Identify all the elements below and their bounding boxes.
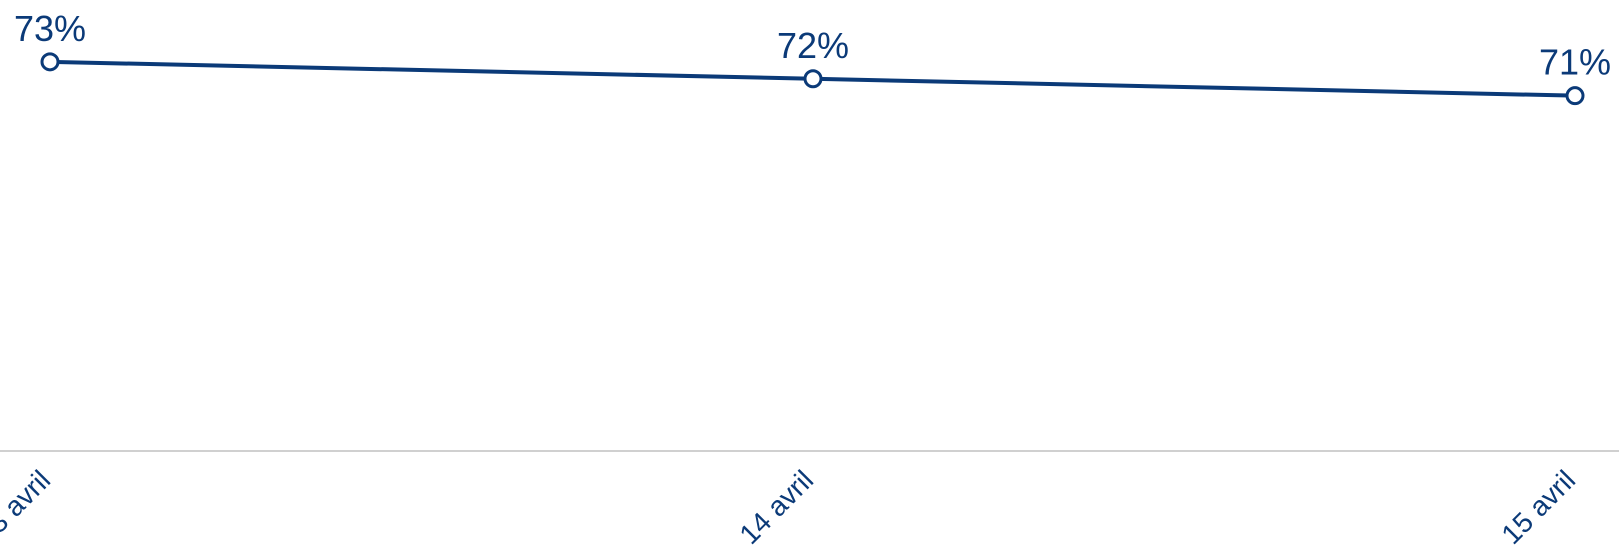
x-tick-label-2: 14 avril: [733, 464, 819, 545]
data-point-1[interactable]: [40, 52, 60, 72]
x-tick-label-3: 15 avril: [1495, 464, 1581, 545]
data-label-1: 73%: [14, 8, 86, 49]
series-layer: [40, 52, 1585, 106]
data-point-3[interactable]: [1565, 86, 1585, 106]
data-point-2[interactable]: [803, 69, 823, 89]
data-label-3: 71%: [1539, 42, 1611, 83]
data-label-2: 72%: [777, 25, 849, 66]
x-axis-ticks: 13 avril 14 avril 15 avril: [0, 464, 1581, 545]
data-labels: 73% 72% 71%: [14, 8, 1611, 83]
x-tick-label-1: 13 avril: [0, 464, 56, 545]
